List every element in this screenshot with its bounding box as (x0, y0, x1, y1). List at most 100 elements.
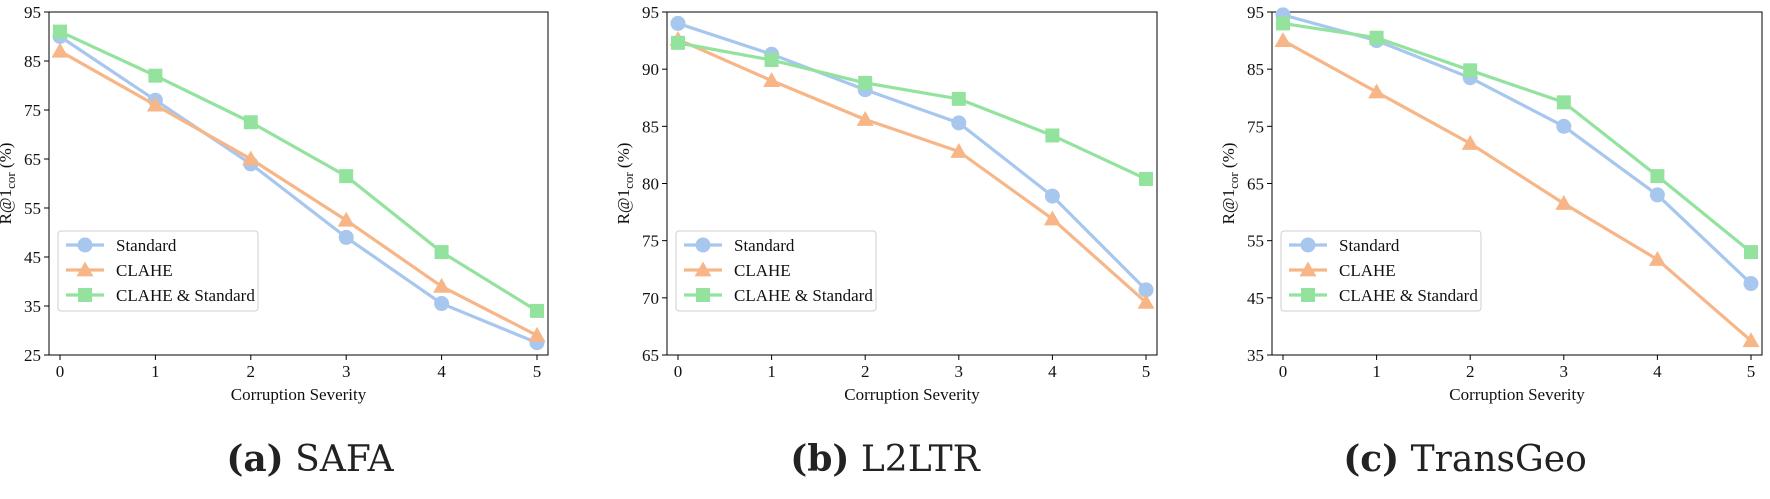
data-point (1276, 16, 1290, 31)
series-line-1 (59, 49, 538, 337)
x-tick-label: 1 (1372, 362, 1381, 381)
data-point (528, 326, 546, 342)
x-tick-label: 3 (342, 362, 351, 381)
data-point (671, 35, 685, 50)
x-tick-label: 4 (437, 362, 446, 381)
legend-label: CLAHE & Standard (734, 286, 873, 305)
y-tick-label: 75 (24, 101, 41, 120)
legend-marker (77, 237, 93, 253)
x-tick-label: 2 (1466, 362, 1475, 381)
data-point (1043, 210, 1061, 226)
data-point (1744, 245, 1758, 260)
legend-label: Standard (1339, 236, 1400, 255)
x-tick-label: 5 (533, 362, 542, 381)
data-point (1648, 251, 1666, 266)
y-tick-label: 95 (642, 3, 659, 22)
caption-name: SAFA (295, 439, 394, 480)
x-tick-label: 1 (767, 362, 776, 381)
data-point (764, 53, 779, 68)
data-point (1045, 128, 1060, 143)
legend-box (57, 230, 259, 312)
y-tick-label: 65 (1247, 175, 1264, 194)
legend-box (675, 230, 877, 312)
chart-panel-1: 65 70 75 80 85 90 95 0 1 2 3 4 5 Corruption Severity R… (614, 3, 1158, 404)
data-point (530, 303, 544, 318)
y-tick-label: 45 (24, 248, 41, 267)
data-point (1742, 332, 1760, 348)
legend-marker (694, 261, 712, 277)
legend-marker (696, 288, 710, 302)
x-tick-label: 3 (955, 362, 964, 381)
y-tick-label: 65 (642, 346, 659, 365)
y-tick-label: 35 (24, 297, 41, 316)
data-point (1555, 195, 1573, 210)
y-tick-label: 90 (642, 60, 659, 79)
legend-marker (1301, 288, 1315, 302)
x-tick-label: 2 (247, 362, 256, 381)
x-tick-label: 1 (151, 362, 160, 381)
plot-frame (48, 11, 549, 356)
data-point (1044, 188, 1060, 204)
series-line-1 (1282, 39, 1753, 342)
data-point (53, 24, 67, 39)
data-point (1139, 171, 1153, 186)
y-tick-label: 25 (24, 346, 41, 365)
y-tick-label: 75 (1247, 117, 1264, 136)
y-tick-label: 45 (1247, 289, 1264, 308)
data-point (148, 68, 163, 83)
x-tick-label: 4 (1653, 362, 1662, 381)
y-axis-label: R@1cor (%) (614, 143, 636, 225)
caption-tag: (a) (226, 438, 284, 480)
data-point (242, 150, 260, 166)
caption-name: L2LTR (860, 439, 980, 480)
y-tick-label: 65 (24, 150, 41, 169)
data-point (1369, 30, 1384, 45)
data-point (1556, 118, 1572, 134)
y-tick-label: 75 (642, 232, 659, 251)
y-tick-label: 95 (1247, 3, 1264, 22)
legend-marker (1300, 237, 1316, 253)
series-line-0 (59, 35, 538, 345)
x-axis-label: Corruption Severity (231, 385, 367, 404)
data-point (1368, 83, 1386, 99)
legend-marker (78, 288, 92, 302)
caption-name: TransGeo (1410, 439, 1587, 480)
y-tick-label: 80 (642, 175, 659, 194)
y-tick-label: 85 (642, 117, 659, 136)
data-point (339, 169, 354, 184)
data-point (337, 211, 355, 227)
y-tick-label: 85 (1247, 60, 1264, 79)
legend-label: CLAHE (116, 261, 173, 280)
y-axis-label: R@1cor (%) (1219, 143, 1241, 225)
legend-box (1280, 230, 1482, 312)
x-tick-label: 3 (1560, 362, 1569, 381)
caption-a: (a) SAFA (30, 438, 590, 480)
data-point (951, 115, 967, 131)
series-line-2 (1282, 21, 1753, 254)
data-point (51, 42, 69, 58)
data-point (146, 96, 164, 112)
series-line-1 (677, 37, 1148, 304)
series-line-0 (677, 21, 1148, 291)
data-point (434, 245, 449, 260)
data-point (243, 115, 258, 130)
data-point (1274, 32, 1292, 47)
x-tick-label: 2 (861, 362, 870, 381)
data-point (1556, 95, 1571, 110)
data-point (434, 296, 450, 312)
x-axis-label: Corruption Severity (844, 385, 980, 404)
x-tick-label: 0 (674, 362, 683, 381)
legend-label: CLAHE (1339, 261, 1396, 280)
caption-b: (b) L2LTR (605, 438, 1165, 480)
y-tick-label: 55 (1247, 232, 1264, 251)
x-tick-label: 4 (1048, 362, 1057, 381)
data-point (1649, 187, 1665, 203)
data-point (1743, 276, 1759, 292)
y-tick-label: 70 (642, 289, 659, 308)
caption-tag: (b) (790, 438, 850, 480)
x-axis-label: Corruption Severity (1449, 385, 1585, 404)
legend-label: Standard (116, 236, 177, 255)
